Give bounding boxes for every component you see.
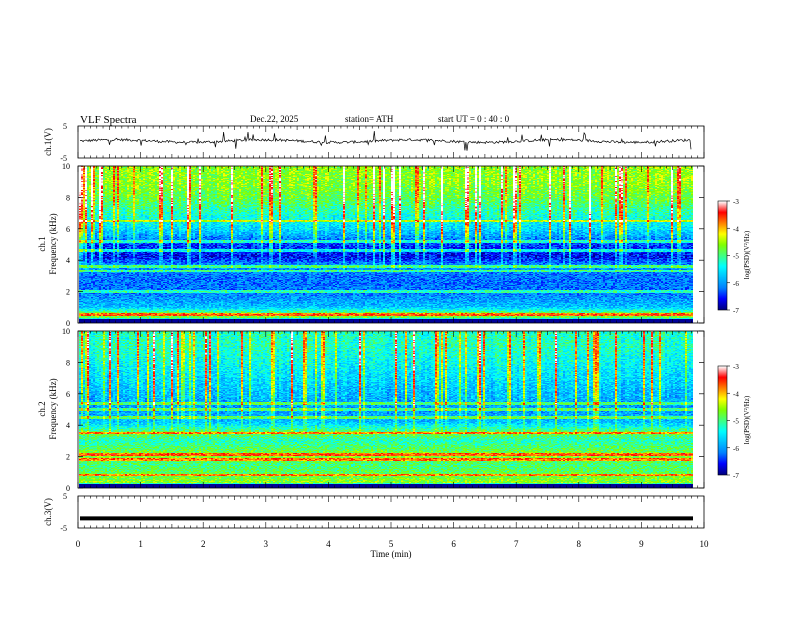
ch1-freq-ytick-label: 10 [62, 162, 70, 171]
ch1-ytick-bottom: -5 [60, 154, 67, 163]
time-tick-marks [77, 126, 705, 528]
time-tick-label: 2 [201, 539, 206, 549]
ch1-colorbar-gradient [718, 201, 727, 310]
ch1-colorbar-tick-label: -7 [733, 307, 739, 315]
ch2-colorbar-label: log(PSD)(V²/Hz) [743, 395, 751, 444]
ch2-freq-ytick-label: 0 [66, 484, 70, 493]
time-tick-label: 6 [451, 539, 456, 549]
ch1-freq-ytick-label: 4 [66, 256, 70, 265]
ch1-freq-ytick-label: 2 [66, 288, 70, 297]
ch1-colorbar-ticks: -3 -4 -5 -6 -7 [727, 198, 739, 315]
ch3-waveform-panel: 5 -5 ch.3(V) [43, 492, 705, 533]
ch1-spectrogram-panel: 0 2 4 6 8 10 ch.1 Frequency (kHz) [37, 162, 705, 328]
time-tick-label: 9 [639, 539, 644, 549]
ch1-colorbar-tick-label: -3 [733, 198, 739, 206]
ch1-freq-ytick-label: 6 [66, 225, 70, 234]
ch1-freq-axis: 0 2 4 6 8 10 [62, 162, 704, 328]
ch2-freq-ytick-label: 8 [66, 358, 70, 367]
ch1-waveform-trace [80, 131, 692, 151]
ch2-freq-ytick-label: 10 [62, 327, 70, 336]
time-tick-label: 7 [514, 539, 519, 549]
ch1-freq-ylabel: Frequency (kHz) [48, 213, 58, 274]
figure-title: VLF Spectra [80, 114, 137, 126]
time-axis-title: Time (min) [371, 549, 412, 559]
start-ut-label: start UT = 0 : 40 : 0 [438, 114, 510, 124]
ch2-freq-ytick-label: 6 [66, 390, 70, 399]
ch2-spectrogram-image [79, 331, 693, 488]
time-tick-label: 3 [264, 539, 269, 549]
ch1-freq-ytick-label: 0 [66, 319, 70, 328]
ch2-colorbar-tick-label: -6 [733, 445, 739, 453]
time-tick-label: 10 [700, 539, 710, 549]
date-label: Dec.22, 2025 [250, 114, 299, 124]
ch1-colorbar-tick-label: -5 [733, 253, 739, 261]
ch1-waveform-ylabel: ch.1(V) [43, 128, 53, 156]
ch2-freq-axis: 0 2 4 6 8 10 [62, 327, 704, 493]
ch1-colorbar-tick-label: -4 [733, 225, 739, 233]
time-axis-labels: 0 1 2 3 4 5 6 7 8 9 10 [76, 539, 709, 549]
time-tick-label: 4 [326, 539, 331, 549]
ch2-colorbar-tick-label: -7 [733, 472, 739, 480]
ch2-colorbar-gradient [718, 366, 727, 475]
time-tick-label: 8 [577, 539, 582, 549]
ch2-freq-ytick-label: 4 [66, 421, 70, 430]
ch1-channel-label: ch.1 [37, 236, 47, 251]
ch1-colorbar-tick-label: -6 [733, 280, 739, 288]
ch1-ytick-top: 5 [63, 122, 67, 131]
ch2-colorbar-ticks: -3 -4 -5 -6 -7 [727, 363, 739, 480]
ch2-colorbar-tick-label: -3 [733, 363, 739, 371]
ch2-colorbar-tick-label: -5 [733, 418, 739, 426]
ch3-ytick-top: 5 [63, 492, 67, 501]
ch1-waveform-panel: 5 -5 ch.1(V) [43, 122, 705, 163]
ch1-spectrogram-image [79, 166, 693, 323]
ch2-colorbar-tick-label: -4 [733, 390, 739, 398]
ch2-colorbar: -3 -4 -5 -6 -7 log(PSD)(V²/Hz) [717, 363, 751, 480]
ch2-spectrogram-panel: 0 2 4 6 8 10 ch.2 Frequency (kHz) [37, 327, 705, 493]
ch2-freq-ylabel: Frequency (kHz) [48, 378, 58, 439]
ch3-waveform-ylabel: ch.3(V) [43, 498, 53, 526]
ch2-channel-label: ch.2 [37, 401, 47, 416]
ch1-colorbar-label: log(PSD)(V²/Hz) [743, 230, 751, 279]
ch3-ytick-bottom: -5 [60, 524, 67, 533]
time-tick-label: 5 [389, 539, 394, 549]
time-tick-label: 0 [76, 539, 81, 549]
ch2-freq-ytick-label: 2 [66, 453, 70, 462]
ch1-colorbar: -3 -4 -5 -6 -7 log(PSD)(V²/Hz) [717, 198, 751, 315]
station-label: station= ATH [345, 114, 394, 124]
ch1-freq-ytick-label: 8 [66, 193, 70, 202]
time-tick-label: 1 [138, 539, 143, 549]
